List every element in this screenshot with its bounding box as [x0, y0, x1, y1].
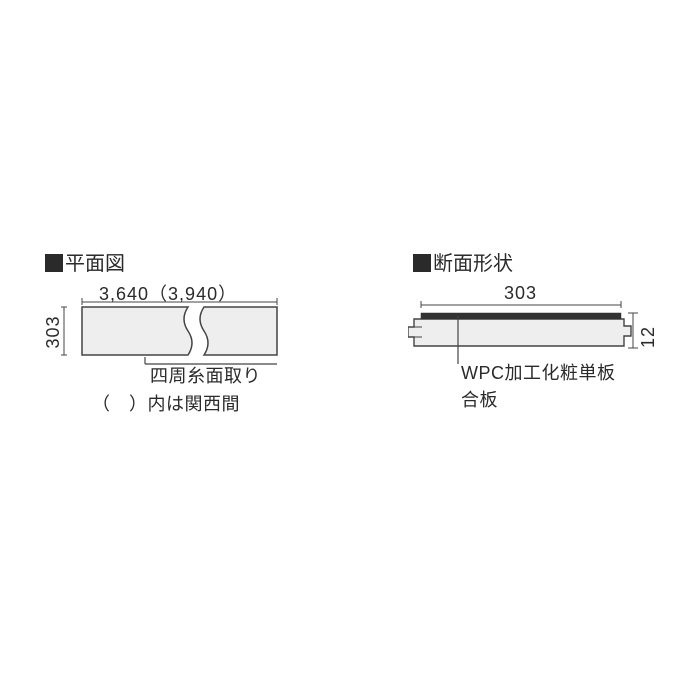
section-view-drawing — [408, 298, 668, 408]
title-square-icon — [413, 254, 431, 272]
plan-view-drawing — [55, 295, 315, 395]
section-view-title-text: 断面形状 — [433, 253, 513, 275]
title-square-icon — [45, 254, 63, 272]
section-view-title: 断面形状 — [413, 247, 513, 276]
plan-view-title-text: 平面図 — [65, 253, 125, 275]
plan-view-title: 平面図 — [45, 247, 125, 276]
